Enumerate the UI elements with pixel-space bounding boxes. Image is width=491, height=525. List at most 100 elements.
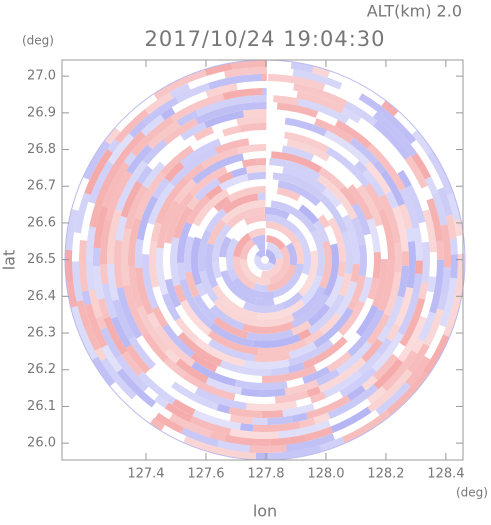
echo-cell [351,216,366,246]
echo-cell [147,182,175,225]
x-tick-label: 128.4 [427,467,464,482]
echo-cell [200,442,257,460]
echo-cell [188,166,228,197]
echo-cell [296,91,345,114]
echo-cell [118,390,154,424]
echo-cell [445,214,457,240]
echo-cell [335,203,349,218]
echo-cell [241,158,258,168]
echo-cell [291,320,312,336]
echo-cell [205,83,238,98]
echo-cell [316,368,340,386]
x-tick-label: 127.6 [187,467,224,482]
echo-cell [307,303,331,327]
echo-cell [123,152,137,166]
echo-cell [224,434,271,446]
echo-cell [147,120,181,150]
echo-cell [128,217,142,266]
echo-cell [65,249,74,283]
echo-cell [265,214,301,235]
echo-cell [191,361,237,387]
y-tick-label: 26.2 [27,362,56,377]
echo-cell [317,134,360,166]
echo-cell [154,412,185,434]
echo-cell [302,366,331,384]
echo-cell [229,414,253,425]
echo-cell [317,174,358,220]
echo-cell [401,251,409,266]
echo-field [65,60,465,460]
echo-cell [101,283,118,320]
echo-cell [189,416,231,436]
echo-cell [72,261,84,302]
echo-cell [71,177,90,211]
echo-cell [205,377,242,395]
echo-cell [422,209,437,253]
echo-cell [93,265,105,300]
y-tick-label: 26.1 [27,399,56,414]
echo-cell [100,327,122,359]
echo-cell [380,169,406,207]
echo-cell [229,428,279,439]
echo-cell [187,223,200,238]
echo-cell [231,60,267,70]
echo-cell [239,259,271,285]
echo-cell [351,202,371,236]
echo-cell [153,69,207,100]
echo-cell [222,125,242,137]
echo-cell [115,93,158,133]
echo-cell [376,337,393,356]
echo-cell [350,263,360,283]
echo-cell [222,88,263,101]
echo-cell [264,207,266,215]
echo-cell [86,226,97,261]
echo-cell [94,347,107,362]
echo-cell [381,350,418,392]
echo-cell [277,180,321,207]
echo-cell [347,275,366,311]
echo-cell [130,116,175,157]
echo-cell [342,214,360,265]
echo-cell [422,334,450,376]
echo-cell [192,153,244,185]
echo-cell [339,185,358,207]
echo-cell [169,83,191,99]
echo-cell [225,219,248,240]
echo-cell [364,183,385,211]
echo-cell [203,110,245,129]
echo-cell [190,352,218,373]
echo-cell [270,437,291,446]
echo-cell [312,391,344,410]
echo-cell [398,203,413,230]
echo-cell [169,413,212,438]
echo-cell [195,103,245,125]
echo-cell [306,386,321,398]
echo-cell [411,129,433,156]
echo-cell [199,270,219,303]
echo-cell [181,179,197,195]
echo-cell [152,286,163,300]
echo-cell [406,241,417,289]
echo-cell [437,187,453,217]
echo-cell [179,278,214,329]
echo-cell [124,185,149,230]
echo-cell [377,208,395,262]
echo-cell [376,224,388,260]
echo-cell [354,170,370,188]
echo-cell [212,223,232,262]
echo-cell [242,321,294,334]
y-tick-label: 26.7 [27,179,56,194]
echo-cell [88,160,114,204]
echo-cell [256,158,267,166]
echo-cell [187,71,226,90]
echo-cell [289,434,306,445]
echo-cell [212,284,228,303]
echo-cell [399,187,420,229]
echo-cell [89,177,113,228]
echo-cell [217,171,234,184]
echo-cell [319,437,345,452]
echo-cell [191,236,203,286]
echo-cell [147,134,185,170]
echo-cell [407,343,430,374]
echo-cell [324,225,338,245]
